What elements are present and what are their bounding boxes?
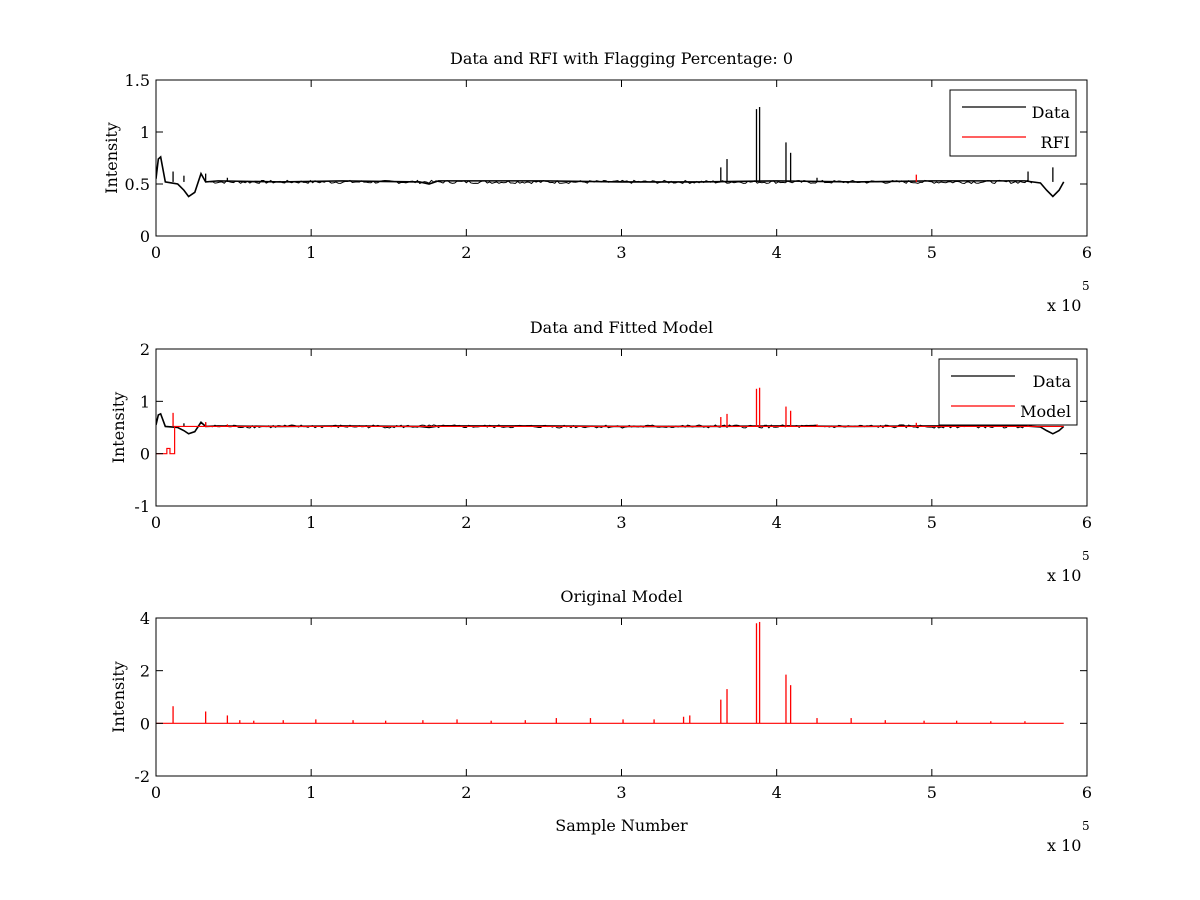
x-tick-label: 5 bbox=[927, 783, 937, 802]
y-tick-label: 1 bbox=[140, 123, 150, 142]
legend: Data RFI bbox=[949, 89, 1077, 157]
x-tick-label: 3 bbox=[616, 243, 626, 262]
x-multiplier-exponent: 5 bbox=[1082, 549, 1090, 563]
y-tick-label: 1.5 bbox=[125, 71, 150, 90]
x-multiplier-label: x 10 bbox=[1047, 566, 1081, 585]
x-tick-label: 5 bbox=[927, 513, 937, 532]
series-group bbox=[156, 387, 1065, 455]
x-tick-label: 2 bbox=[461, 513, 471, 532]
x-tick-label: 5 bbox=[927, 243, 937, 262]
legend-entry: Data bbox=[1033, 372, 1072, 391]
x-tick-label: 2 bbox=[461, 783, 471, 802]
x-tick-label: 4 bbox=[772, 243, 782, 262]
legend-box bbox=[938, 358, 1078, 426]
x-multiplier-label: x 10 bbox=[1047, 296, 1081, 315]
x-multiplier-exponent: 5 bbox=[1082, 279, 1090, 293]
x-tick-label: 6 bbox=[1082, 783, 1092, 802]
x-tick-label: 0 bbox=[151, 783, 161, 802]
x-multiplier-exponent: 5 bbox=[1082, 819, 1090, 833]
y-tick-label: 0 bbox=[140, 714, 150, 733]
x-tick-label: 1 bbox=[306, 513, 316, 532]
series-group bbox=[156, 621, 1064, 724]
series-data bbox=[156, 107, 1065, 198]
x-tick-label: 3 bbox=[616, 783, 626, 802]
x-tick-label: 4 bbox=[772, 513, 782, 532]
x-tick-label: 6 bbox=[1082, 513, 1092, 532]
subplot-title: Data and Fitted Model bbox=[530, 318, 713, 337]
plot-area bbox=[156, 80, 1087, 236]
x-tick-label: 0 bbox=[151, 513, 161, 532]
legend-box bbox=[949, 89, 1077, 157]
y-axis-label: Intensity bbox=[102, 122, 121, 194]
series-model bbox=[156, 387, 1064, 455]
y-tick-label: 0 bbox=[140, 445, 150, 464]
y-tick-label: 2 bbox=[140, 340, 150, 359]
series-noise bbox=[210, 424, 1032, 429]
subplot-title: Original Model bbox=[560, 587, 682, 606]
y-axis-label: Intensity bbox=[109, 661, 128, 733]
series-model bbox=[156, 621, 1064, 724]
y-tick-label: 1 bbox=[140, 392, 150, 411]
legend-entry: Model bbox=[1020, 402, 1071, 421]
x-tick-label: 3 bbox=[616, 513, 626, 532]
legend: Data Model bbox=[938, 358, 1078, 426]
y-tick-label: -1 bbox=[134, 497, 150, 516]
x-tick-label: 4 bbox=[772, 783, 782, 802]
series-group bbox=[156, 107, 1065, 198]
y-tick-label: 4 bbox=[140, 609, 150, 628]
y-tick-label: 0.5 bbox=[125, 175, 150, 194]
x-tick-label: 1 bbox=[306, 243, 316, 262]
x-tick-label: 6 bbox=[1082, 243, 1092, 262]
x-tick-label: 1 bbox=[306, 783, 316, 802]
legend-entry: RFI bbox=[1041, 133, 1070, 152]
series-line bbox=[156, 425, 1064, 455]
x-multiplier-label: x 10 bbox=[1047, 836, 1081, 855]
y-tick-label: 2 bbox=[140, 662, 150, 681]
subplot-title: Data and RFI with Flagging Percentage: 0 bbox=[450, 49, 793, 68]
x-tick-label: 0 bbox=[151, 243, 161, 262]
plot-area bbox=[156, 618, 1087, 776]
x-tick-label: 2 bbox=[461, 243, 471, 262]
series-noise bbox=[210, 179, 1033, 185]
legend-entry: Data bbox=[1032, 103, 1071, 122]
y-tick-label: 0 bbox=[140, 227, 150, 246]
y-axis-label: Intensity bbox=[109, 392, 128, 464]
y-tick-label: -2 bbox=[134, 767, 150, 786]
x-axis-label: Sample Number bbox=[555, 816, 688, 835]
